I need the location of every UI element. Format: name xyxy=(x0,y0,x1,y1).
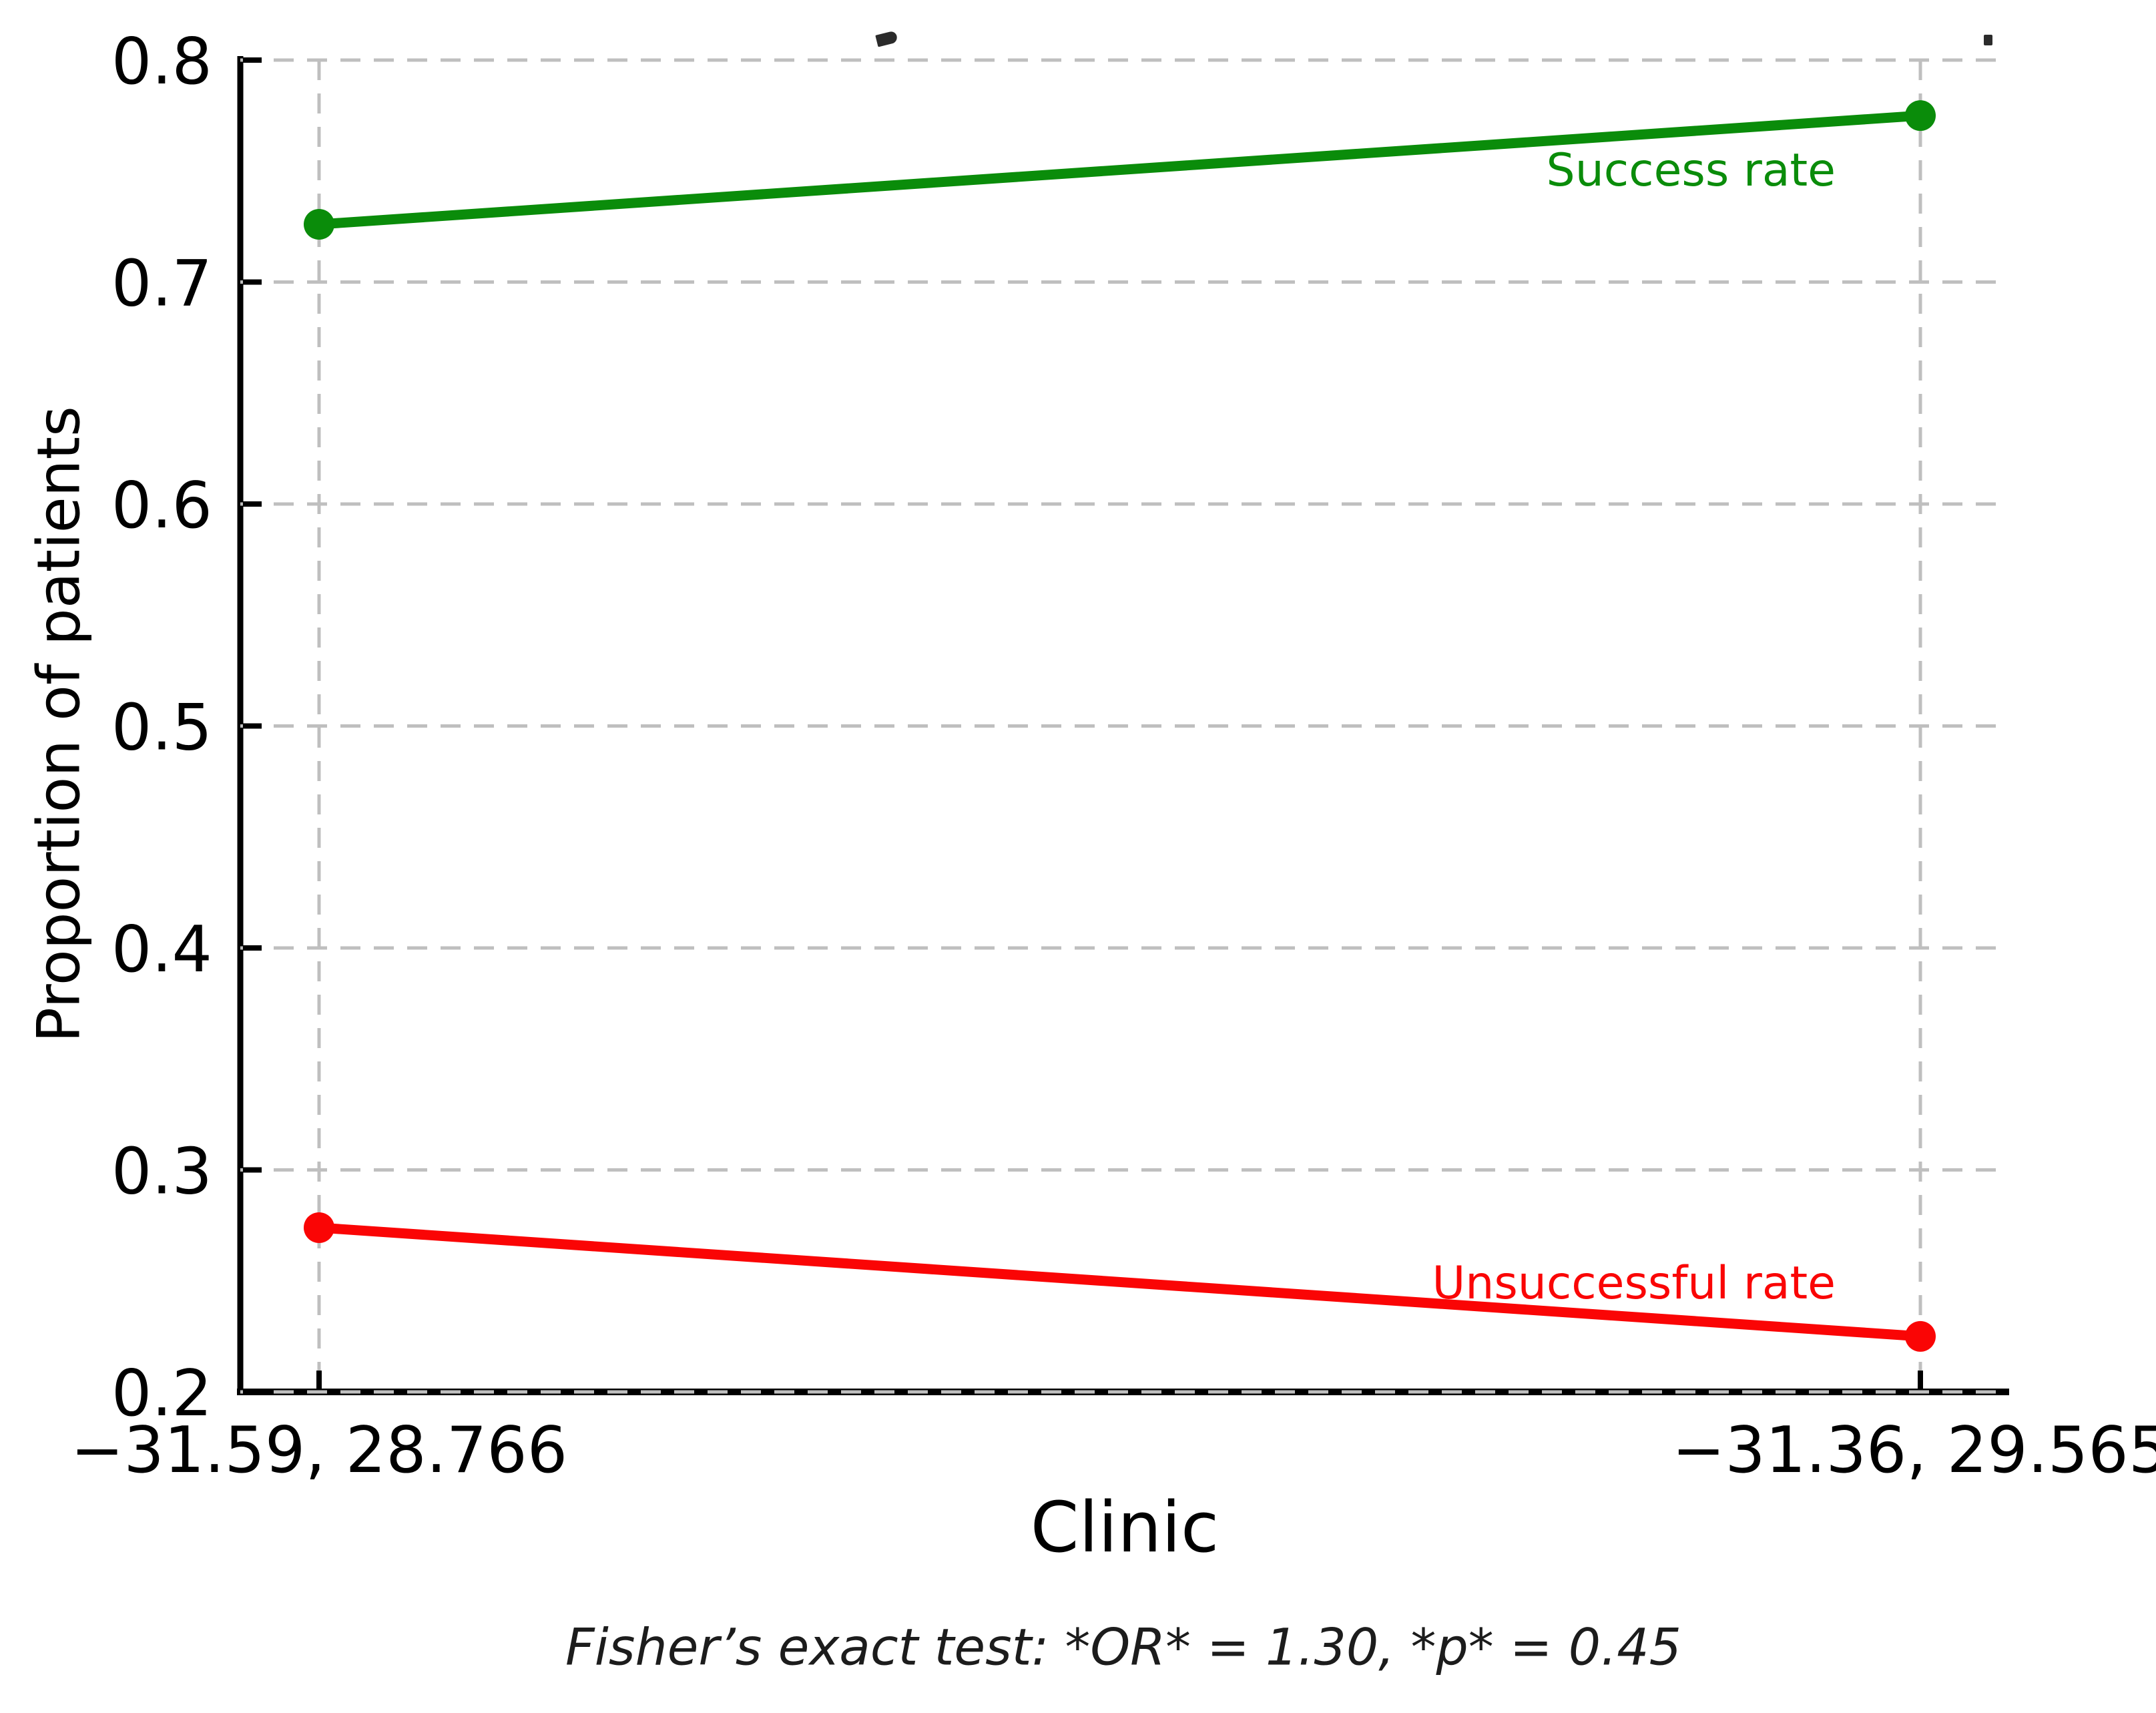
data-point-marker xyxy=(1905,100,1936,132)
y-tick-label: 0.2 xyxy=(111,1357,212,1431)
data-point-marker xyxy=(304,209,334,240)
data-point-marker xyxy=(304,1212,334,1243)
x-axis-label: Clinic xyxy=(1030,1487,1220,1568)
title-descender-bar-fragment xyxy=(1984,35,1992,45)
title-descender-comma-fragment xyxy=(875,30,898,47)
chart-canvas: 0.8 0.7 0.6 0.5 0.4 0.3 0.2−31.59, 28.766 −31.3… xyxy=(71,25,2156,1487)
y-tick-label: 0.7 xyxy=(111,248,212,321)
y-axis-label: Proportion of patients xyxy=(24,406,93,1043)
data-point-marker xyxy=(1905,1320,1936,1352)
series-annotation: Unsuccessful rate xyxy=(1432,1257,1836,1310)
x-tick-label: −31.36, 29.565 xyxy=(1672,1414,2156,1487)
series-line-success xyxy=(318,110,1921,230)
series-annotation: Success rate xyxy=(1547,144,1836,197)
y-tick-label: 0.3 xyxy=(111,1136,212,1209)
y-tick-label: 0.6 xyxy=(111,469,212,543)
x-tick-label: −31.59, 28.766 xyxy=(71,1414,567,1487)
y-tick-label: 0.8 xyxy=(111,25,212,99)
series-line-unsuccessful xyxy=(318,1222,1921,1342)
y-tick-label: 0.4 xyxy=(111,913,212,987)
stats-caption: Fisher’s exact test: *OR* = 1.30, *p* = … xyxy=(565,1617,1681,1677)
y-tick-label: 0.5 xyxy=(111,692,212,765)
